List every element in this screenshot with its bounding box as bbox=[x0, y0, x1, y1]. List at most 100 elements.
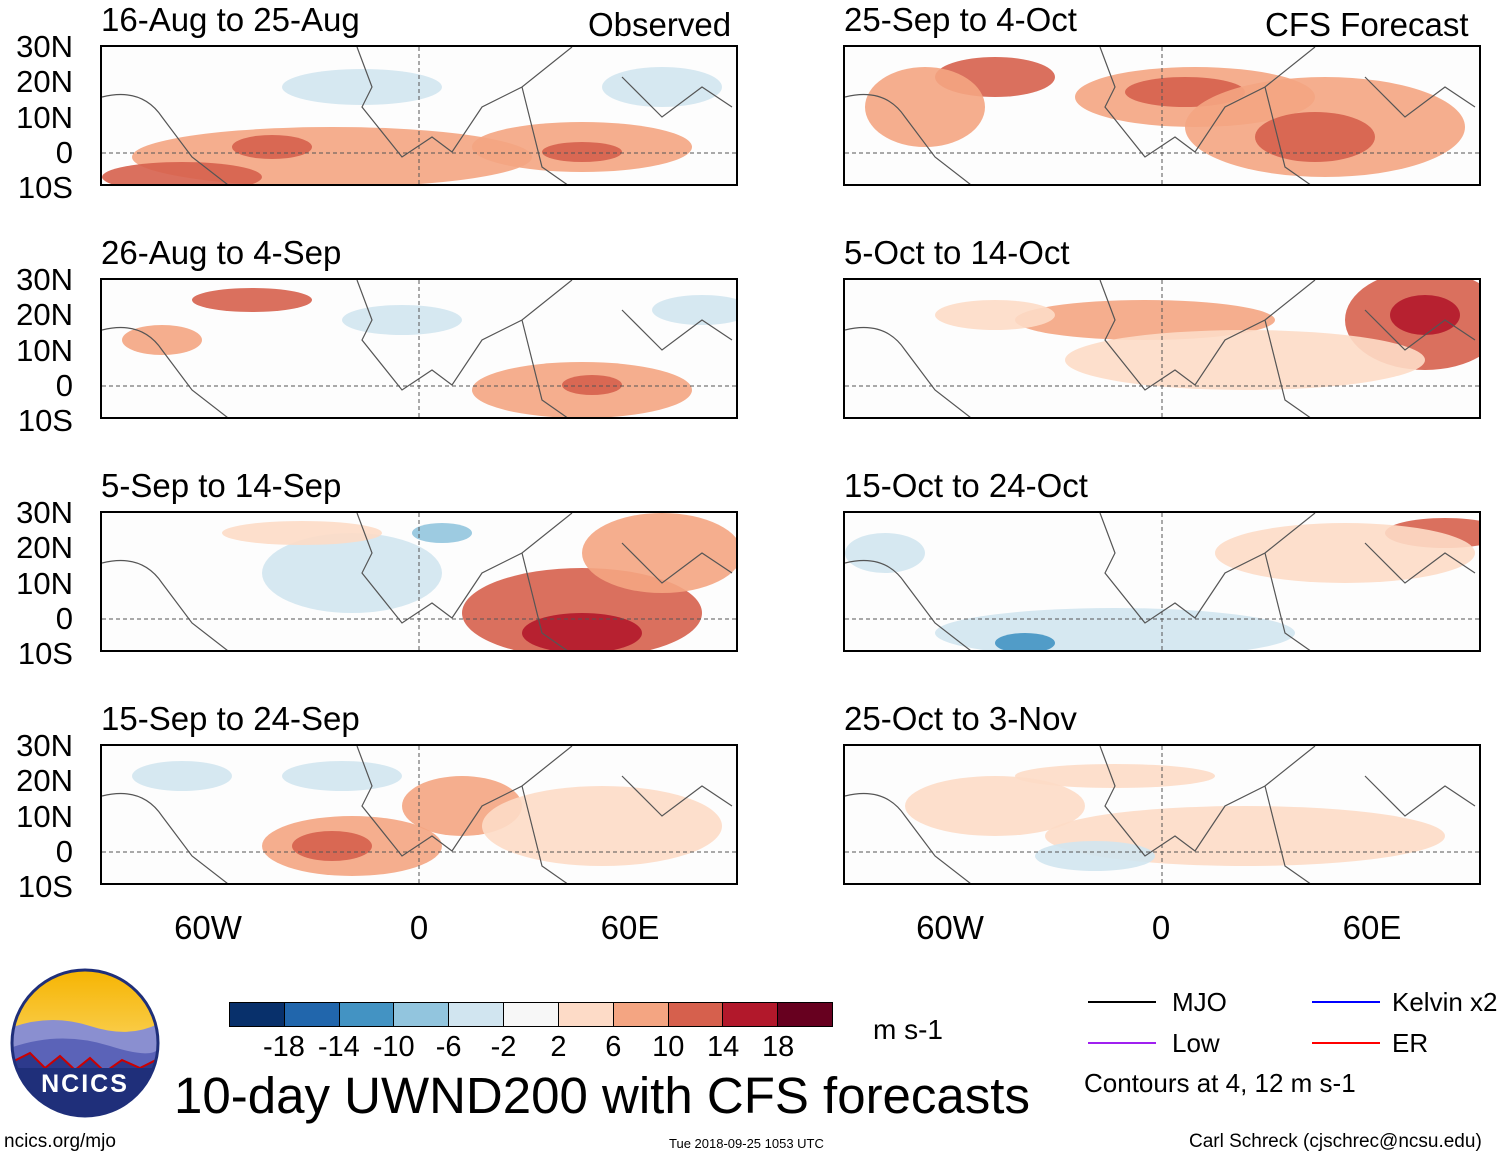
lat-label: 20N bbox=[16, 297, 73, 333]
lat-label: 10N bbox=[16, 332, 73, 368]
lat-label: 10S bbox=[17, 636, 73, 672]
lon-label: 0 bbox=[1151, 909, 1171, 946]
contour-note: Contours at 4, 12 m s-1 bbox=[1084, 1068, 1356, 1098]
colorbar-swatch bbox=[284, 1003, 340, 1026]
lat-label: 0 bbox=[55, 367, 73, 403]
wind-anomaly-shading bbox=[562, 375, 622, 395]
lat-label: 30N bbox=[16, 29, 73, 64]
low-line-icon bbox=[1088, 1042, 1156, 1044]
colorbar-units: m s-1 bbox=[873, 1014, 943, 1045]
lat-label: 20N bbox=[16, 530, 73, 566]
panel-title: 25-Sep to 4-Oct bbox=[844, 1, 1077, 38]
observed-header: Observed bbox=[588, 6, 732, 43]
wind-anomaly-shading bbox=[262, 533, 442, 613]
coastline bbox=[102, 559, 228, 650]
colorbar-swatch bbox=[504, 1003, 559, 1026]
coastline bbox=[356, 280, 733, 417]
colorbar-tick-label: 6 bbox=[605, 1031, 622, 1063]
forecast-header: CFS Forecast bbox=[1265, 6, 1469, 43]
lat-label: 30N bbox=[16, 495, 73, 530]
lon-label: 60E bbox=[1342, 909, 1402, 946]
colorbar-tick-label: 14 bbox=[707, 1031, 740, 1063]
kelvin-line-icon bbox=[1312, 1001, 1380, 1003]
wind-anomaly-shading bbox=[102, 162, 262, 184]
wind-anomaly-shading bbox=[935, 608, 1295, 650]
wind-anomaly-shading bbox=[542, 142, 622, 162]
lon-label: 0 bbox=[409, 909, 429, 946]
wind-anomaly-shading bbox=[1035, 841, 1155, 871]
figure-title: 10-day UWND200 with CFS forecasts bbox=[174, 1067, 1030, 1124]
wind-anomaly-shading bbox=[652, 295, 736, 325]
colorbar-swatch bbox=[613, 1003, 669, 1026]
lat-label: 30N bbox=[16, 728, 73, 763]
legend-low: Low bbox=[1172, 1028, 1220, 1058]
colorbar-swatch bbox=[778, 1003, 832, 1026]
wind-anomaly-shading bbox=[905, 776, 1085, 836]
wind-anomaly-shading bbox=[1215, 523, 1475, 583]
legend-kelvin: Kelvin x2 bbox=[1392, 987, 1498, 1017]
lat-label: 0 bbox=[55, 134, 73, 170]
coastline bbox=[356, 47, 733, 184]
lon-label: 60W bbox=[174, 909, 242, 946]
er-line-icon bbox=[1312, 1042, 1380, 1044]
footer-timestamp: Tue 2018-09-25 1053 UTC bbox=[669, 1136, 824, 1151]
map-panel-4 bbox=[100, 744, 738, 885]
lat-label: 10N bbox=[16, 99, 73, 135]
map-panel-5 bbox=[843, 45, 1481, 186]
wind-anomaly-shading bbox=[1015, 300, 1275, 340]
wind-anomaly-shading bbox=[192, 288, 312, 312]
footer-url[interactable]: ncics.org/mjo bbox=[4, 1131, 116, 1152]
lon-label: 60E bbox=[600, 909, 660, 946]
map-panel-6 bbox=[843, 278, 1481, 419]
map-panel-8 bbox=[843, 744, 1481, 885]
wind-anomaly-shading bbox=[995, 633, 1055, 650]
colorbar-tick-label: -2 bbox=[490, 1031, 517, 1063]
colorbar-swatch bbox=[558, 1003, 614, 1026]
colorbar: -18 -14 -10 -6 -2 2 6 10 14 18 bbox=[229, 1002, 833, 1065]
map-panel-1 bbox=[100, 45, 738, 186]
colorbar-swatch bbox=[449, 1003, 505, 1026]
colorbar-tick-label: -6 bbox=[435, 1031, 462, 1063]
mjo-line-icon bbox=[1088, 1001, 1156, 1003]
colorbar-labels: -18 -14 -10 -6 -2 2 6 10 14 18 bbox=[229, 1031, 833, 1065]
wind-anomaly-shading bbox=[482, 786, 722, 866]
wind-anomaly-shading bbox=[522, 613, 642, 650]
lon-label: 60W bbox=[916, 909, 984, 946]
map-panel-3 bbox=[100, 511, 738, 652]
footer-credit: Carl Schreck (cjschrec@ncsu.edu) bbox=[1189, 1131, 1482, 1152]
panel-title: 5-Sep to 14-Sep bbox=[101, 467, 342, 504]
colorbar-tick-label: -18 bbox=[262, 1031, 305, 1063]
wind-anomaly-shading bbox=[602, 67, 722, 107]
legend-er: ER bbox=[1392, 1028, 1429, 1058]
map-panel-7 bbox=[843, 511, 1481, 652]
wind-anomaly-shading bbox=[1065, 330, 1425, 390]
colorbar-swatch bbox=[339, 1003, 395, 1026]
lat-label: 10S bbox=[17, 170, 73, 206]
wind-anomaly-shading bbox=[582, 513, 736, 593]
colorbar-swatch bbox=[394, 1003, 450, 1026]
coastline bbox=[102, 792, 228, 883]
wind-anomaly-shading bbox=[845, 533, 925, 573]
logo-text: NCICS bbox=[41, 1070, 129, 1098]
coastline bbox=[356, 513, 733, 650]
wind-anomaly-shading bbox=[292, 831, 372, 861]
coastline bbox=[1099, 513, 1476, 650]
panel-title: 26-Aug to 4-Sep bbox=[101, 234, 342, 271]
coastline bbox=[845, 559, 971, 650]
panel-title: 15-Oct to 24-Oct bbox=[844, 467, 1088, 504]
wind-anomaly-shading bbox=[935, 300, 1055, 330]
colorbar-tick-label: -10 bbox=[372, 1031, 415, 1063]
lat-label: 10N bbox=[16, 798, 73, 834]
coastline bbox=[1099, 47, 1476, 184]
lat-label: 0 bbox=[55, 833, 73, 869]
panel-title: 5-Oct to 14-Oct bbox=[844, 234, 1070, 271]
wind-anomaly-shading bbox=[282, 761, 402, 791]
map-panel-2 bbox=[100, 278, 738, 419]
colorbar-swatch bbox=[723, 1003, 779, 1026]
wind-anomaly-shading bbox=[342, 305, 462, 335]
wind-anomaly-shading bbox=[232, 135, 312, 159]
colorbar-swatch bbox=[668, 1003, 724, 1026]
lat-label: 0 bbox=[55, 600, 73, 636]
coastline bbox=[356, 746, 733, 883]
colorbar-swatch bbox=[230, 1003, 285, 1026]
